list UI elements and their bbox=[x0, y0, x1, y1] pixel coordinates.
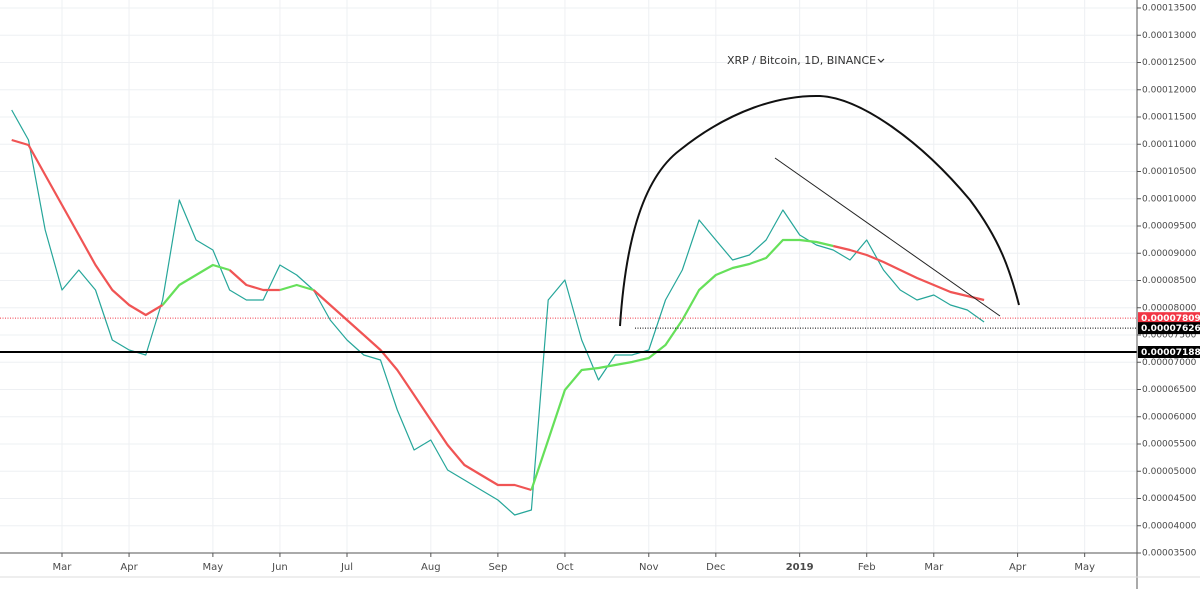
price-level-label: 0.00007626 bbox=[1141, 324, 1200, 334]
x-tick-label: Jun bbox=[271, 562, 288, 573]
trend-line bbox=[774, 157, 1001, 317]
x-tick-label: Oct bbox=[556, 562, 573, 573]
y-tick-label: 0.00004500 bbox=[1142, 494, 1197, 504]
price-line bbox=[11, 109, 985, 516]
price-level-label: 0.00007188 bbox=[1141, 348, 1200, 358]
y-tick-label: 0.00005500 bbox=[1142, 440, 1197, 450]
y-tick-label: 0.00012500 bbox=[1142, 58, 1197, 68]
x-tick-label: Jul bbox=[340, 562, 353, 573]
x-tick-label: May bbox=[1074, 562, 1095, 573]
title-chevron bbox=[877, 58, 885, 63]
moving-average bbox=[161, 238, 834, 491]
chart-title: XRP / Bitcoin, 1D, BINANCE bbox=[727, 54, 876, 67]
y-tick-label: 0.00007500 bbox=[1142, 331, 1197, 341]
price-level-box bbox=[1138, 322, 1200, 335]
plot bbox=[0, 109, 1137, 516]
x-tick-label: Aug bbox=[421, 562, 441, 573]
price-level-label: 0.00007809 bbox=[1141, 314, 1200, 324]
y-tick-label: 0.00009000 bbox=[1142, 249, 1197, 259]
x-tick-label: Sep bbox=[488, 562, 507, 573]
y-tick-label: 0.00005000 bbox=[1142, 467, 1197, 477]
y-tick-label: 0.00007000 bbox=[1142, 358, 1197, 368]
x-tick-label: Feb bbox=[858, 562, 876, 573]
x-tick-label: Nov bbox=[639, 562, 659, 573]
y-tick-label: 0.00008000 bbox=[1142, 303, 1197, 313]
y-tick-label: 0.00003500 bbox=[1142, 549, 1197, 559]
y-tick-label: 0.00011500 bbox=[1142, 113, 1197, 123]
y-tick-label: 0.00011000 bbox=[1142, 140, 1197, 150]
y-tick-label: 0.00006000 bbox=[1142, 412, 1197, 422]
y-tick-label: 0.00008500 bbox=[1142, 276, 1197, 286]
x-tick-label: Apr bbox=[1009, 562, 1027, 573]
price-level-box bbox=[1138, 312, 1200, 325]
y-tick-label: 0.00013500 bbox=[1142, 4, 1197, 14]
price-level-box bbox=[1138, 346, 1200, 359]
x-tick-label: Dec bbox=[706, 562, 725, 573]
x-tick-label: Mar bbox=[53, 562, 73, 573]
axes-labels: 0.00003500 0.00004000 0.00004500 0.00005000… bbox=[53, 4, 1200, 573]
grid bbox=[0, 0, 1137, 554]
moving-average bbox=[11, 138, 985, 492]
x-tick-label: May bbox=[203, 562, 224, 573]
y-tick-label: 0.00009500 bbox=[1142, 222, 1197, 232]
y-tick-label: 0.00010500 bbox=[1142, 167, 1197, 177]
x-tick-label: 2019 bbox=[786, 562, 814, 573]
y-tick-label: 0.00012000 bbox=[1142, 85, 1197, 95]
cup-drawing bbox=[619, 94, 1020, 327]
y-tick-label: 0.00013000 bbox=[1142, 31, 1197, 41]
y-tick-label: 0.00004000 bbox=[1142, 521, 1197, 531]
y-tick-label: 0.00006500 bbox=[1142, 385, 1197, 395]
x-tick-label: Apr bbox=[120, 562, 138, 573]
y-tick-label: 0.00010000 bbox=[1142, 194, 1197, 204]
x-tick-label: Mar bbox=[924, 562, 944, 573]
